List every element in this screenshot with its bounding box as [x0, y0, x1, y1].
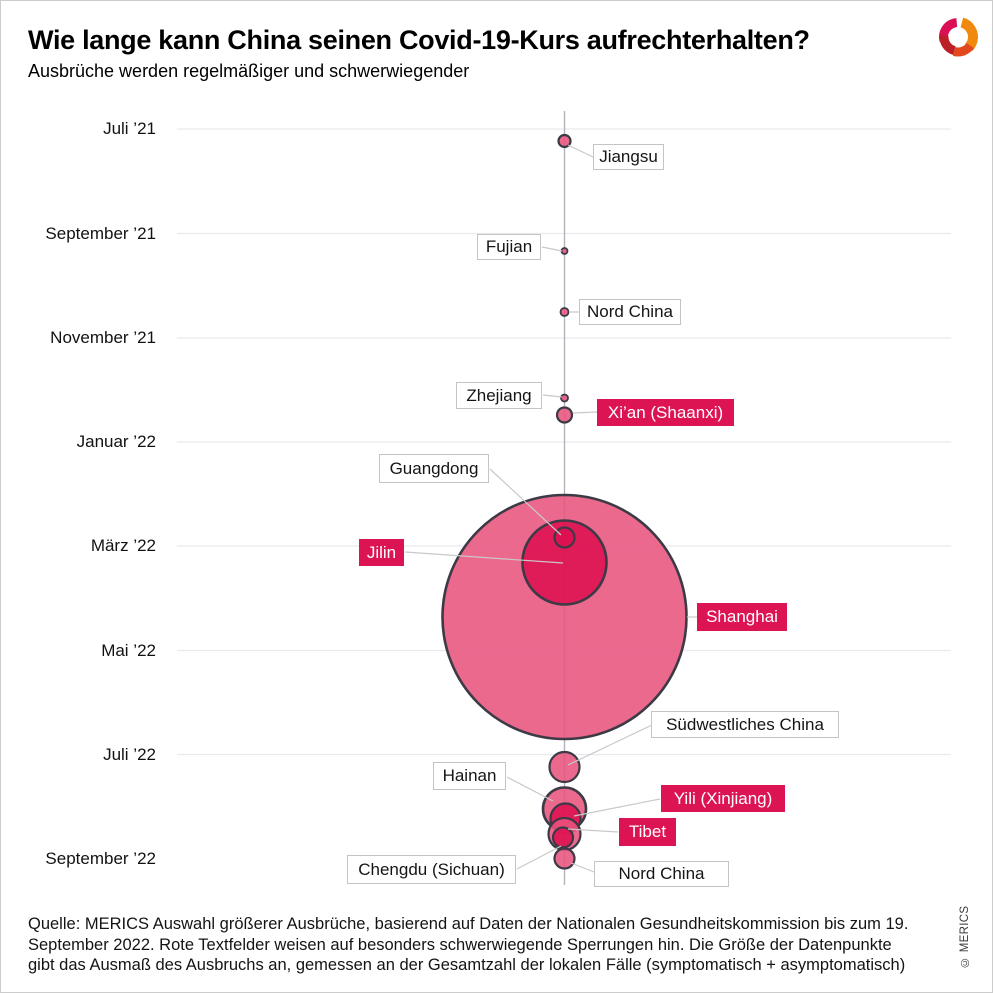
- source-text-line: gibt das Ausmaß des Ausbruchs an, gemess…: [28, 956, 906, 974]
- bubble-s-dwestliches-china: [548, 750, 581, 784]
- axis-tick-label: Januar ’22: [76, 432, 156, 451]
- axis-tick-label: Juli ’21: [103, 119, 156, 138]
- axis-tick-label: März ’22: [90, 536, 156, 555]
- leader-line-xi-an-shaanxi: [572, 411, 598, 414]
- axis-tick-label: September ’22: [45, 848, 156, 868]
- bubble-nord-china: [559, 307, 570, 317]
- bubble-jilin: [521, 519, 608, 606]
- bubble-zhejiang: [560, 393, 569, 403]
- leader-line-jiangsu: [567, 144, 594, 158]
- label-s-dwestliches-china: Südwestliches China: [651, 711, 839, 738]
- label-hainan: Hainan: [433, 762, 506, 790]
- bubble-xi-an-shaanxi: [555, 406, 574, 424]
- leader-line-hainan: [506, 776, 554, 802]
- leader-line-nord-china: [570, 862, 595, 873]
- leader-line-yili-xinjiang: [573, 798, 661, 817]
- label-fujian: Fujian: [477, 234, 541, 260]
- axis-tick-label: September ’21: [45, 223, 156, 243]
- bubble-tibet: [551, 826, 575, 849]
- leader-line-chengdu-sichuan: [516, 845, 562, 870]
- axis-tick-label: Mai ’22: [101, 640, 156, 660]
- source-text: Quelle: MERICS Auswahl größerer Ausbrüch…: [28, 914, 918, 976]
- leader-line-tibet: [567, 828, 619, 833]
- label-chengdu-sichuan: Chengdu (Sichuan): [347, 855, 516, 884]
- bubble-nord-china: [553, 847, 576, 870]
- leader-line-guangdong: [489, 468, 562, 536]
- leader-line-jilin: [404, 551, 564, 564]
- label-shanghai: Shanghai: [697, 603, 787, 631]
- source-text-line: Quelle: MERICS Auswahl größerer Ausbrüch…: [28, 915, 909, 933]
- label-jiangsu: Jiangsu: [593, 144, 664, 170]
- leader-line-s-dwestliches-china: [567, 724, 653, 766]
- axis-tick-label: Juli ’22: [103, 744, 156, 764]
- label-nord-china: Nord China: [594, 861, 729, 887]
- bubble-guangdong: [553, 526, 576, 549]
- merics-logo-swirl-icon: [938, 17, 978, 57]
- bubble-jiangsu: [557, 133, 572, 149]
- merics-logo-icon: [934, 13, 982, 61]
- leader-line-zhejiang: [542, 394, 563, 398]
- bubble-shanghai: [441, 493, 688, 741]
- copyright-vertical-text: © MERICS: [959, 905, 971, 968]
- label-jilin: Jilin: [359, 539, 404, 566]
- page-subtitle: Ausbrüche werden regelmäßiger und schwer…: [28, 61, 470, 81]
- label-xi-an-shaanxi: Xi’an (Shaanxi): [597, 399, 734, 426]
- label-yili-xinjiang: Yili (Xinjiang): [661, 785, 785, 812]
- source-text-line: September 2022. Rote Textfelder weisen a…: [28, 935, 892, 954]
- label-tibet: Tibet: [619, 818, 676, 846]
- bubble-fujian: [560, 247, 569, 255]
- axis-tick-label: November ’21: [50, 328, 156, 347]
- label-nord-china: Nord China: [579, 299, 681, 325]
- page-title: Wie lange kann China seinen Covid-19-Kur…: [28, 25, 810, 55]
- label-guangdong: Guangdong: [379, 454, 489, 483]
- leader-line-fujian: [541, 246, 563, 252]
- label-zhejiang: Zhejiang: [456, 382, 542, 409]
